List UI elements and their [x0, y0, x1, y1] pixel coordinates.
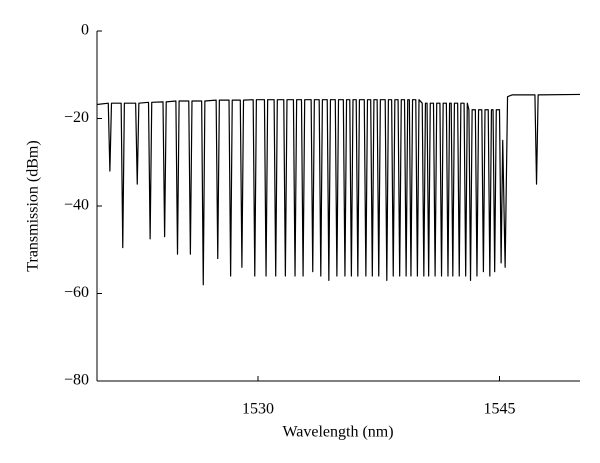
- y-tick-label: −60: [64, 284, 89, 301]
- y-tick-label: −80: [64, 372, 89, 389]
- y-tick-label: −40: [64, 197, 89, 214]
- y-tick-label: 0: [81, 22, 89, 39]
- spectrum-line: [96, 93, 581, 286]
- x-tick-label: 1545: [484, 401, 516, 418]
- y-tick-label: −20: [64, 109, 89, 126]
- x-axis-title: Wavelength (nm): [282, 424, 393, 441]
- y-axis-title: Transmission (dBm): [25, 140, 42, 271]
- x-tick-label: 1530: [242, 401, 274, 418]
